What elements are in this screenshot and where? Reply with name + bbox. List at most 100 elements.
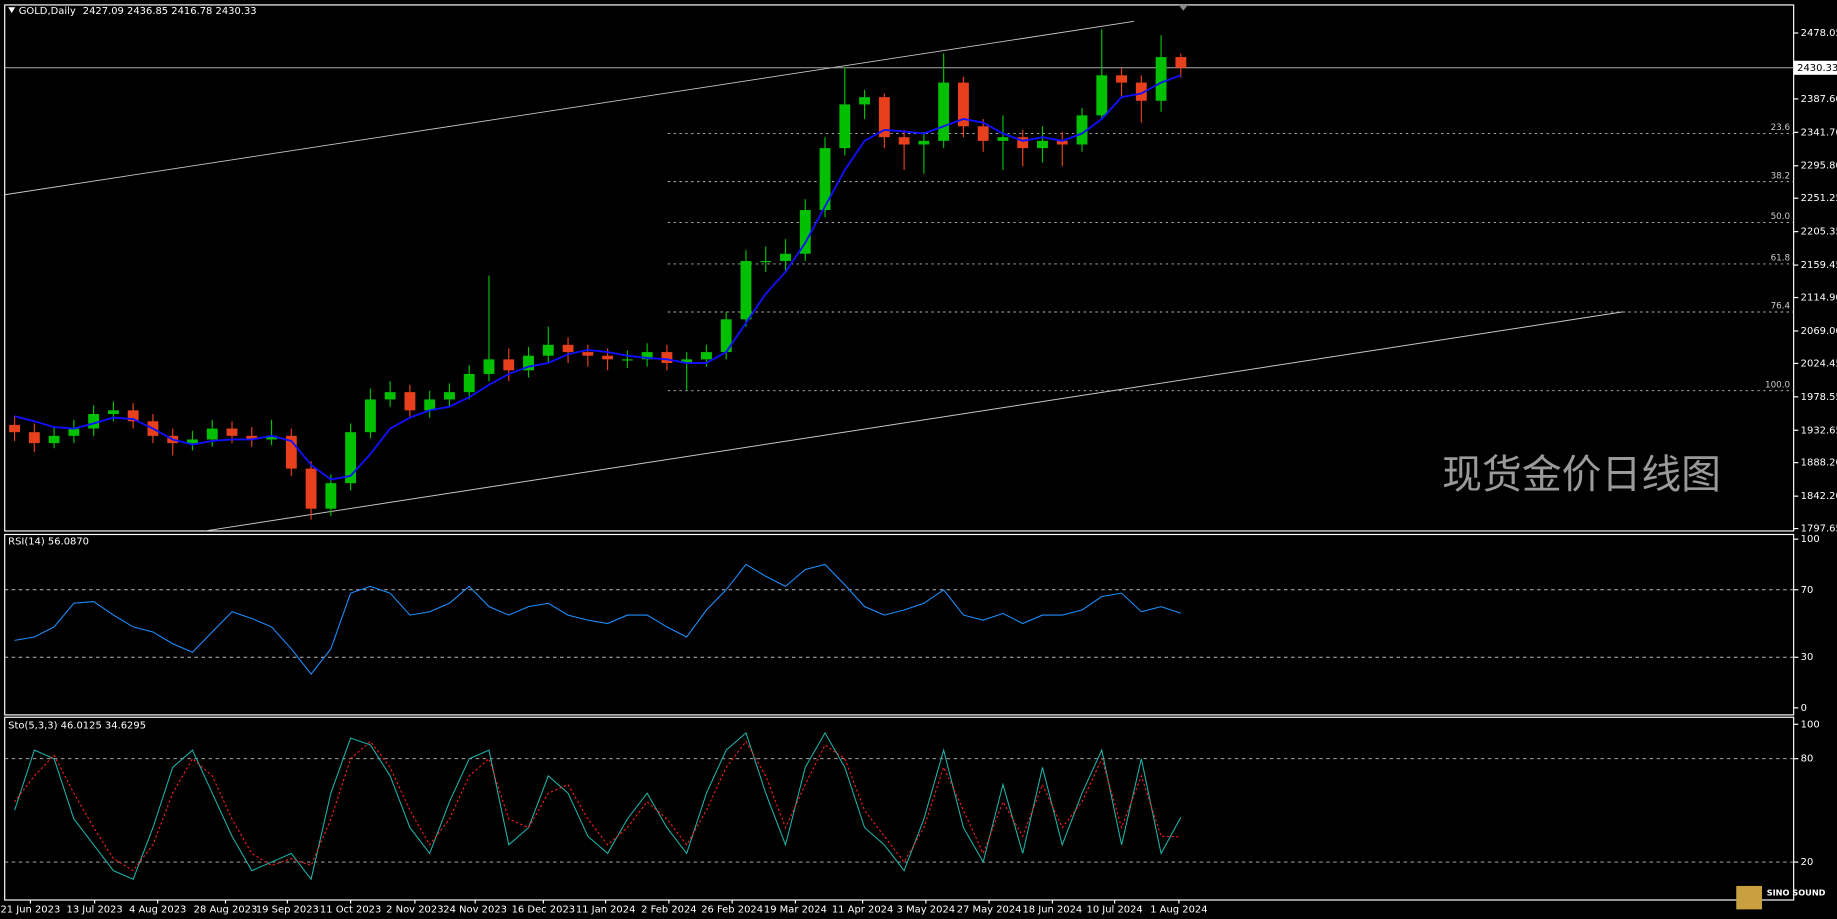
x-tick-label: 26 Feb 2024: [701, 904, 763, 915]
symbol: GOLD,Daily: [19, 6, 76, 17]
candle-body: [859, 97, 871, 105]
x-tick-label: 2 Feb 2024: [641, 904, 697, 915]
candle-body: [305, 468, 317, 509]
x-tick-label: 27 May 2024: [957, 904, 1022, 915]
candle-body: [206, 428, 218, 440]
chart-title: GOLD,Daily 2427.09 2436.85 2416.78 2430.3…: [19, 6, 257, 17]
candle-body: [68, 428, 80, 436]
candle-body: [523, 355, 534, 371]
candle-body: [1116, 75, 1127, 83]
y-tick-label: 2024.45: [1801, 358, 1837, 369]
y-tick-label: 2251.25: [1801, 193, 1837, 204]
stoch-panel: [4, 716, 1795, 901]
candle-body: [681, 359, 693, 364]
fib-label: 100.0: [1765, 380, 1790, 390]
candle-body: [1017, 137, 1029, 149]
candle-body: [325, 483, 337, 509]
fib-label: 23.6: [1771, 123, 1791, 133]
candle-body: [1096, 75, 1108, 116]
candle-body: [503, 359, 515, 371]
y-tick-label: 30: [1801, 652, 1814, 663]
x-tick-label: 19 Sep 2023: [256, 904, 319, 915]
candle-body: [977, 126, 989, 141]
menu-icon: [8, 7, 16, 14]
y-tick-label: 1797.65: [1801, 524, 1837, 535]
candle-body: [957, 82, 969, 127]
candle-body: [424, 399, 436, 411]
candle-body: [602, 355, 614, 360]
x-tick-label: 2 Nov 2023: [386, 904, 443, 915]
y-tick-label: 80: [1801, 754, 1814, 765]
y-tick-label: 0: [1801, 703, 1807, 714]
x-tick-label: 11 Oct 2023: [320, 904, 381, 915]
candle-body: [938, 82, 950, 141]
candle-body: [404, 392, 416, 411]
y-tick-label: 1932.65: [1801, 425, 1837, 436]
x-tick-label: 11 Apr 2024: [832, 904, 893, 915]
channel-lower: [204, 311, 1623, 532]
y-tick-label: 2478.05: [1801, 28, 1837, 39]
candle-body: [839, 104, 851, 149]
shift-marker: [1178, 4, 1188, 11]
rsi-panel: [4, 533, 1795, 716]
candle-body: [740, 261, 752, 320]
x-tick-label: 28 Aug 2023: [194, 904, 258, 915]
candle-body: [285, 435, 297, 469]
x-tick-label: 18 Jun 2024: [1022, 904, 1082, 915]
x-tick-label: 16 Dec 2023: [512, 904, 575, 915]
y-tick-label: 2387.60: [1801, 94, 1837, 105]
fib-label: 76.4: [1771, 302, 1791, 312]
candle-body: [384, 392, 396, 400]
x-tick-label: 13 Jul 2023: [67, 904, 123, 915]
y-tick-label: 1978.55: [1801, 392, 1837, 403]
candle-body: [562, 344, 574, 353]
rsi-title: RSI(14) 56.0870: [8, 537, 89, 548]
x-tick-label: 19 Mar 2024: [764, 904, 827, 915]
last-price-tag: [1793, 60, 1837, 75]
candle-body: [483, 359, 495, 374]
candle-body: [641, 352, 653, 360]
candle-body: [444, 392, 455, 400]
y-tick-label: 100: [1801, 534, 1820, 545]
x-tick-label: 21 Jun 2023: [0, 904, 60, 915]
candle-body: [127, 410, 139, 422]
y-tick-label: 20: [1801, 857, 1814, 868]
candle-body: [246, 435, 258, 440]
candle-body: [28, 432, 40, 444]
watermark: 现货金价日线图: [1442, 452, 1721, 498]
candle-body: [661, 352, 673, 364]
y-tick-label: 2205.35: [1801, 227, 1837, 238]
candle-body: [621, 359, 633, 361]
y-tick-label: 2341.70: [1801, 127, 1837, 138]
y-tick-label: 1842.20: [1801, 491, 1837, 502]
candle-body: [819, 148, 831, 211]
candle-body: [187, 439, 198, 444]
logo: SINO SOUND: [1767, 887, 1826, 897]
channel-upper: [4, 20, 1135, 196]
candle-body: [1175, 57, 1187, 68]
fib-label: 61.8: [1771, 254, 1791, 264]
candle-body: [582, 352, 594, 356]
y-tick-label: 70: [1801, 585, 1814, 596]
indicator-line: [14, 731, 1182, 881]
candle-body: [88, 413, 100, 429]
candle-body: [1135, 82, 1147, 101]
candle-body: [364, 399, 376, 433]
moving-average: [14, 74, 1182, 481]
candle-body: [1037, 140, 1048, 149]
candle-body: [1056, 140, 1068, 145]
ohlc: 2427.09 2436.85 2416.78 2430.33: [83, 6, 257, 17]
y-tick-label: 100: [1801, 719, 1820, 730]
y-tick-label: 2159.45: [1801, 260, 1837, 271]
candle-body: [542, 344, 554, 356]
candle-body: [9, 424, 21, 433]
fib-label: 50.0: [1771, 212, 1791, 222]
candle-body: [266, 435, 277, 440]
y-tick-label: 1888.20: [1801, 458, 1837, 469]
x-tick-label: 24 Nov 2023: [443, 904, 507, 915]
candle-body: [878, 97, 890, 138]
candle-body: [760, 261, 772, 263]
candle-body: [345, 432, 357, 484]
x-tick-label: 3 May 2024: [897, 904, 955, 915]
